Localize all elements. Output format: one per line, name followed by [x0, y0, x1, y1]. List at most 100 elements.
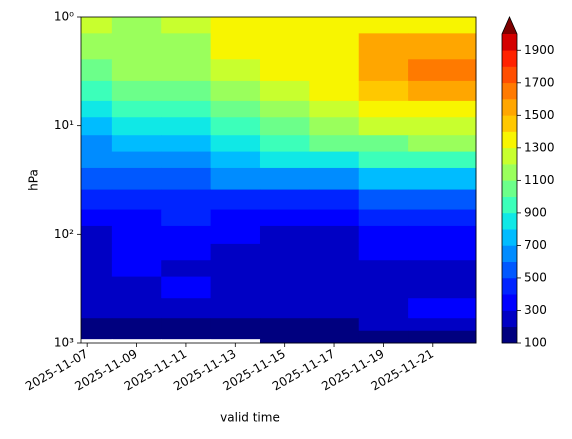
contour-cell — [309, 209, 360, 227]
contour-cell — [309, 243, 360, 261]
contour-cell — [259, 318, 310, 332]
contour-cell — [161, 80, 212, 102]
contour-cell — [358, 117, 409, 136]
contour-cell — [81, 167, 113, 191]
contour-cell — [259, 17, 310, 34]
colorbar-band — [502, 245, 517, 262]
contour-cell — [408, 276, 477, 299]
contour-cell — [111, 260, 162, 278]
contour-cell — [358, 339, 409, 344]
contour-cell — [358, 189, 409, 211]
contour-cell — [81, 298, 113, 319]
contour-cell — [309, 225, 360, 245]
colorbar-band — [502, 66, 517, 84]
colorbar-frame — [501, 16, 518, 344]
contour-cell — [408, 339, 477, 344]
contour-cell — [81, 318, 113, 332]
contour-cell — [259, 276, 310, 299]
contour-cell — [259, 100, 310, 118]
contour-cell — [111, 276, 162, 299]
colorbar-band — [502, 261, 517, 279]
contour-cell — [161, 225, 212, 245]
contour-cell — [111, 298, 162, 319]
contour-cell — [161, 339, 212, 344]
contour-cell — [161, 260, 212, 278]
y-tick-label: 10² — [54, 227, 74, 241]
contour-cell — [408, 260, 477, 278]
contour-cell — [309, 339, 360, 344]
colorbar-band — [502, 229, 517, 246]
colorbar-band — [502, 34, 517, 51]
contour-cell — [210, 117, 261, 136]
plot-frame — [80, 16, 477, 344]
colorbar-tick-label: 900 — [524, 205, 547, 219]
contour-field — [81, 17, 477, 344]
colorbar-band — [502, 164, 517, 181]
contour-cell — [358, 59, 409, 82]
contour-cell — [259, 225, 310, 245]
contour-cell — [210, 339, 261, 344]
contour-cell — [111, 100, 162, 118]
contour-cell — [259, 80, 310, 102]
contour-cell — [408, 100, 477, 118]
contour-cell — [309, 59, 360, 82]
contour-cell — [358, 167, 409, 191]
contour-cell — [210, 17, 261, 34]
contour-cell — [210, 167, 261, 191]
contour-cell — [161, 209, 212, 227]
contour-cell — [408, 17, 477, 34]
colorbar-tick-label: 1700 — [524, 75, 555, 89]
contour-cell — [259, 260, 310, 278]
contour-cell — [111, 135, 162, 153]
contour-cell — [210, 243, 261, 261]
contour-cell — [111, 17, 162, 34]
contour-cell — [358, 33, 409, 60]
contour-cell — [309, 80, 360, 102]
contour-cell — [81, 100, 113, 118]
contour-cell — [111, 167, 162, 191]
contour-cell — [309, 117, 360, 136]
contour-cell — [408, 225, 477, 245]
contour-cell — [309, 151, 360, 169]
contour-cell — [408, 117, 477, 136]
colorbar-band — [502, 99, 517, 116]
colorbar-band — [502, 180, 517, 197]
contour-cell — [81, 17, 113, 34]
contour-cell — [111, 33, 162, 60]
colorbar-tick-label: 1900 — [524, 43, 555, 57]
contour-cell — [81, 33, 113, 60]
contour-cell — [161, 330, 212, 340]
contour-cell — [161, 151, 212, 169]
contour-cell — [358, 17, 409, 34]
colorbar-band — [502, 147, 517, 165]
contour-cell — [210, 135, 261, 153]
colorbar-tick-label: 300 — [524, 303, 547, 317]
contour-cell — [111, 117, 162, 136]
contour-cell — [358, 225, 409, 245]
colorbar-band — [502, 277, 517, 295]
contour-cell — [408, 209, 477, 227]
contour-cell — [408, 135, 477, 153]
contour-cell — [259, 189, 310, 211]
contour-cell — [309, 33, 360, 60]
contour-cell — [81, 59, 113, 82]
contour-cell — [309, 17, 360, 34]
contour-cell — [358, 318, 409, 332]
contour-cell — [259, 151, 310, 169]
contour-cell — [309, 167, 360, 191]
contour-cell — [259, 33, 310, 60]
contour-cell — [358, 330, 409, 340]
contour-cell — [161, 33, 212, 60]
colorbar-band — [502, 196, 517, 214]
colorbar-extend — [502, 17, 517, 34]
contour-cell — [259, 135, 310, 153]
contour-cell — [111, 318, 162, 332]
contour-cell — [161, 243, 212, 261]
contour-cell — [161, 17, 212, 34]
contour-cell — [358, 243, 409, 261]
contour-cell — [408, 189, 477, 211]
colorbar-tick-label: 1100 — [524, 173, 555, 187]
contour-cell — [358, 260, 409, 278]
y-axis-label: hPa — [27, 169, 41, 191]
contour-cell — [81, 189, 113, 211]
